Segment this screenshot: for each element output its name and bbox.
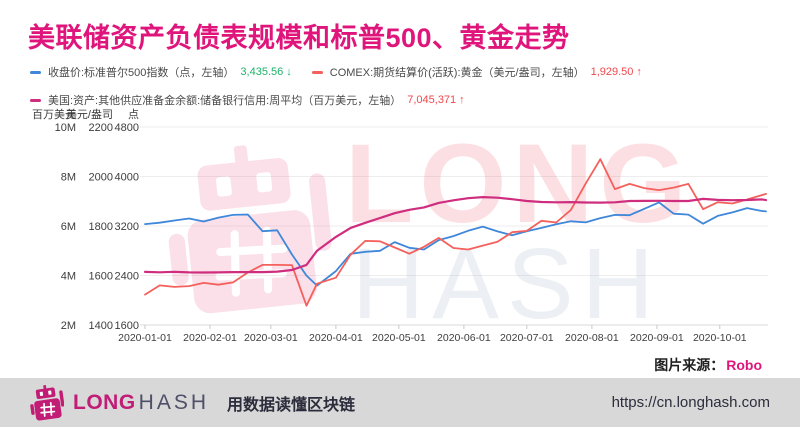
legend-item-sp500: 收盘价:标准普尔500指数（点，左轴） 3,435.56 ↓ — [30, 64, 292, 80]
svg-text:1400: 1400 — [89, 320, 113, 332]
legend-row-1: 收盘价:标准普尔500指数（点，左轴） 3,435.56 ↓ COMEX:期货结… — [30, 64, 642, 80]
source-label: 图片来源： — [654, 357, 725, 373]
legend-value-fed-assets: 7,045,371 — [407, 94, 457, 106]
up-arrow-icon: ↑ — [636, 66, 642, 78]
source-line: 图片来源： Robo — [654, 355, 762, 375]
page-title: 美联储资产负债表规模和标普500、黄金走势 — [28, 23, 570, 53]
svg-text:6M: 6M — [61, 221, 76, 233]
footer-bar: LONG HASH 用数据读懂区块链 https://cn.longhash.c… — [0, 378, 800, 427]
longhash-robot-icon — [30, 384, 64, 421]
brand-long: LONG — [73, 390, 136, 414]
svg-text:10M: 10M — [55, 122, 76, 134]
svg-text:2020-02-01: 2020-02-01 — [183, 332, 237, 344]
source-value: Robo — [726, 357, 762, 373]
svg-text:2020-06-01: 2020-06-01 — [437, 332, 491, 344]
watermark-hash-text: HASH — [352, 228, 662, 340]
legend-item-fed-assets: 美国:资产:其他供应准备金余额:储备银行信用:周平均（百万美元，左轴） 7,04… — [30, 92, 465, 108]
svg-text:2020-01-01: 2020-01-01 — [118, 332, 172, 344]
svg-text:美元/盎司: 美元/盎司 — [66, 107, 113, 121]
svg-text:2200: 2200 — [89, 122, 113, 134]
svg-text:2020-10-01: 2020-10-01 — [693, 332, 747, 344]
legend-value-gold: 1,929.50 — [590, 66, 634, 78]
svg-text:点: 点 — [128, 108, 139, 121]
longhash-watermark: LONG HASH — [168, 121, 687, 340]
svg-text:1600: 1600 — [115, 320, 139, 332]
svg-text:2020-05-01: 2020-05-01 — [372, 332, 426, 344]
svg-text:2020-03-01: 2020-03-01 — [244, 332, 298, 344]
svg-text:1600: 1600 — [89, 271, 113, 283]
legend-label-fed-assets: 美国:资产:其他供应准备金余额:储备银行信用:周平均（百万美元，左轴） — [48, 95, 402, 107]
svg-text:4000: 4000 — [115, 172, 139, 184]
svg-text:2020-04-01: 2020-04-01 — [309, 332, 363, 344]
svg-text:1800: 1800 — [89, 221, 113, 233]
svg-text:2000: 2000 — [89, 172, 113, 184]
footer-url[interactable]: https://cn.longhash.com — [611, 394, 770, 411]
footer-tagline: 用数据读懂区块链 — [227, 396, 356, 414]
down-arrow-icon: ↓ — [286, 66, 292, 78]
brand-hash: HASH — [138, 390, 210, 414]
longhash-wordmark: LONG HASH — [73, 391, 209, 415]
legend-value-sp500: 3,435.56 — [240, 66, 284, 78]
svg-text:2020-08-01: 2020-08-01 — [565, 332, 619, 344]
chart-canvas: LONG HASH 10M 2200 4800 8M 2000 4000 6M 1800 320… — [32, 107, 768, 344]
legend-marker-sp500 — [30, 70, 41, 74]
watermark-robot-icon — [168, 145, 332, 314]
chart-series-lines — [143, 158, 768, 307]
svg-text:4800: 4800 — [115, 122, 139, 134]
svg-text:2400: 2400 — [115, 271, 139, 283]
legend-marker-gold — [311, 70, 323, 74]
svg-text:8M: 8M — [61, 172, 76, 184]
legend-label-sp500: 收盘价:标准普尔500指数（点，左轴） — [48, 67, 235, 79]
svg-text:2M: 2M — [61, 320, 76, 332]
svg-text:2020-07-01: 2020-07-01 — [500, 332, 554, 344]
up-arrow-icon: ↑ — [459, 94, 465, 106]
svg-text:2020-09-01: 2020-09-01 — [630, 332, 684, 344]
svg-text:4M: 4M — [61, 271, 76, 283]
legend-row-2: 美国:资产:其他供应准备金余额:储备银行信用:周平均（百万美元，左轴） 7,04… — [30, 92, 465, 108]
legend-item-gold: COMEX:期货结算价(活跃):黄金（美元/盎司，左轴） 1,929.50 ↑ — [311, 64, 642, 80]
svg-text:3200: 3200 — [115, 221, 139, 233]
legend-label-gold: COMEX:期货结算价(活跃):黄金（美元/盎司，左轴） — [329, 67, 585, 79]
legend-marker-fed-assets — [30, 98, 41, 102]
svg-text:百万美元: 百万美元 — [32, 108, 76, 121]
